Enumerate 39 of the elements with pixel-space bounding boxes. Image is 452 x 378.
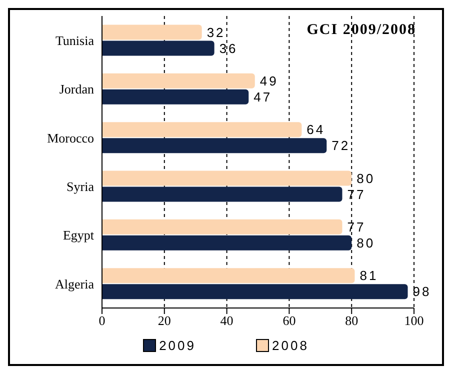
bar	[102, 170, 352, 186]
y-tick-label: Morocco	[47, 130, 94, 146]
y-tick-label: Algeria	[55, 276, 94, 292]
legend-label: 2009	[158, 338, 196, 353]
x-tick-label: 80	[345, 313, 358, 328]
bar	[102, 235, 352, 250]
bar	[102, 73, 255, 88]
x-tick-label: 20	[158, 313, 171, 328]
data-label: 72	[332, 138, 350, 154]
chart-title: GCI 2009/2008	[306, 22, 416, 39]
data-label: 32	[206, 24, 226, 40]
data-label: 77	[347, 186, 366, 202]
bar	[102, 138, 327, 154]
x-tick-label: 100	[404, 313, 424, 328]
data-label: 98	[412, 284, 432, 300]
x-tick-label: 40	[220, 313, 234, 328]
bar	[102, 284, 408, 300]
data-label: 64	[306, 122, 326, 138]
bar	[102, 268, 355, 284]
bar	[102, 219, 342, 234]
y-tick-label: Egypt	[62, 228, 94, 243]
x-tick-label: 0	[98, 313, 106, 328]
data-label: 36	[219, 40, 238, 56]
bar	[102, 89, 249, 104]
legend-label: 2008	[271, 338, 309, 353]
x-tick-label: 60	[282, 313, 296, 328]
y-tick-label: Jordan	[59, 82, 94, 97]
data-label: 80	[356, 170, 376, 186]
bar	[102, 24, 202, 40]
bar	[102, 122, 302, 138]
bar	[102, 40, 214, 56]
data-label: 81	[360, 268, 378, 284]
data-label: 47	[254, 90, 272, 105]
y-tick-label: Tunisia	[55, 32, 94, 48]
y-tick-label: Syria	[66, 178, 94, 194]
data-label: 77	[347, 220, 366, 235]
data-label: 80	[356, 236, 376, 251]
bar	[102, 186, 342, 202]
data-label: 49	[260, 74, 278, 89]
